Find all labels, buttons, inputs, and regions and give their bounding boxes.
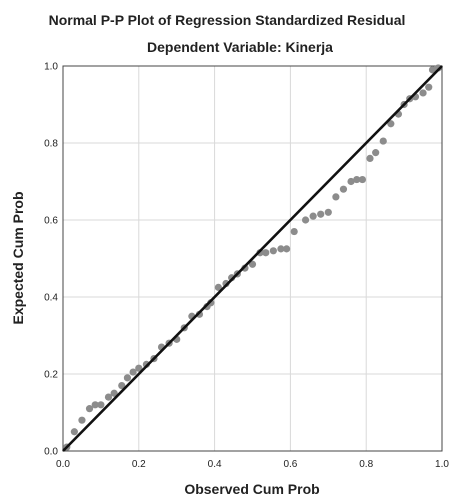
data-point — [262, 249, 270, 257]
data-point — [419, 89, 427, 97]
data-point — [309, 212, 317, 220]
data-point — [332, 193, 340, 201]
x-tick-label: 0.8 — [359, 459, 373, 470]
data-point — [283, 245, 291, 253]
data-point — [123, 374, 132, 382]
data-point — [70, 428, 78, 436]
data-point — [347, 177, 355, 186]
data-point — [353, 175, 361, 184]
y-tick-label: 0.2 — [44, 370, 58, 381]
y-axis-label: Expected Cum Prob — [10, 191, 26, 324]
data-point — [428, 66, 437, 74]
data-point — [425, 83, 433, 91]
data-point — [269, 247, 277, 255]
y-tick-label: 0.6 — [44, 216, 58, 227]
plot-frame — [62, 65, 443, 452]
data-point — [85, 405, 94, 413]
data-point — [110, 389, 118, 397]
y-tick-label: 0.4 — [44, 293, 58, 304]
data-point — [104, 393, 113, 401]
x-tick-label: 1.0 — [435, 459, 449, 470]
data-point — [358, 175, 367, 184]
y-tick-label: 0.8 — [44, 139, 58, 150]
x-tick-label: 0.4 — [208, 459, 222, 470]
data-point — [317, 210, 325, 218]
data-point — [78, 416, 86, 424]
y-tick-label: 1.0 — [44, 62, 58, 73]
x-axis-label: Observed Cum Prob — [184, 481, 319, 497]
x-tick-labels: 0.0 0.2 0.4 0.6 0.8 1.0 — [56, 459, 449, 470]
data-point — [372, 149, 380, 157]
data-point — [277, 245, 285, 253]
data-point — [301, 216, 310, 224]
chart-subtitle: Dependent Variable: Kinerja — [147, 39, 333, 55]
data-point — [91, 401, 99, 409]
data-point — [339, 185, 348, 193]
data-point — [379, 137, 387, 145]
x-tick-label: 0.2 — [132, 459, 146, 470]
data-point — [97, 401, 105, 409]
y-tick-labels: 0.0 0.2 0.4 0.6 0.8 1.0 — [44, 62, 58, 458]
data-point — [129, 368, 137, 376]
x-tick-label: 0.0 — [56, 459, 70, 470]
data-point — [214, 283, 222, 291]
data-point — [118, 381, 126, 390]
grid — [63, 66, 442, 451]
y-tick-label: 0.0 — [44, 447, 58, 458]
data-point — [248, 260, 257, 268]
data-point — [135, 364, 143, 372]
reference-line — [62, 65, 443, 452]
data-point — [387, 120, 395, 128]
chart-title: Normal P-P Plot of Regression Standardiz… — [49, 12, 406, 28]
data-point — [324, 208, 332, 216]
x-tick-label: 0.6 — [283, 459, 297, 470]
data-point — [366, 154, 374, 162]
data-point — [290, 227, 298, 236]
